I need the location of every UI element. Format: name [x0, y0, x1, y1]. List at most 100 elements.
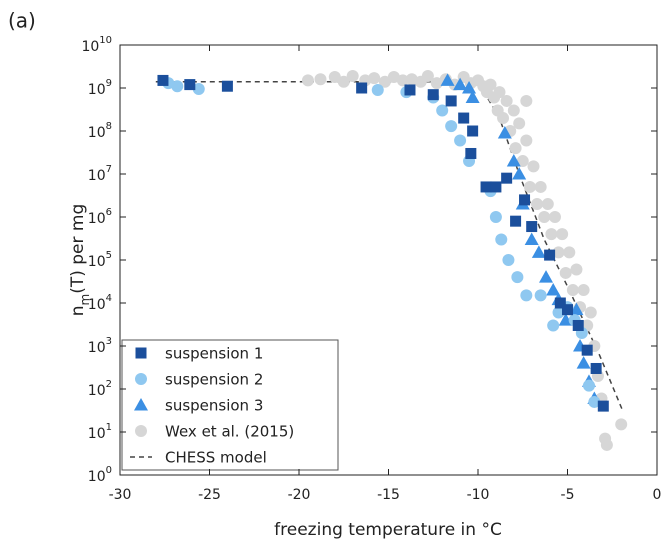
circle-marker — [523, 180, 536, 193]
circle-marker — [582, 379, 595, 392]
square-marker — [467, 125, 479, 137]
circle-marker — [301, 74, 314, 87]
circle-marker — [556, 228, 569, 241]
y-tick-label: 106 — [88, 207, 112, 227]
circle-marker — [337, 75, 350, 88]
circle-marker — [328, 71, 341, 84]
y-tick-base: 10 — [88, 469, 106, 485]
legend-label: CHESS model — [165, 449, 267, 467]
circle-marker — [615, 418, 628, 431]
panel-label: (a) — [8, 9, 36, 33]
circle-marker — [502, 254, 515, 266]
circle-marker — [314, 73, 327, 86]
circle-marker — [346, 70, 359, 83]
x-axis-label: freezing temperature in °C — [274, 520, 502, 540]
circle-marker — [454, 134, 467, 147]
legend-marker — [135, 425, 147, 437]
circle-marker — [493, 86, 506, 99]
triangle-marker — [546, 283, 561, 296]
circle-marker — [552, 306, 565, 319]
x-tick-label: -25 — [198, 487, 221, 503]
y-tick-exponent: 8 — [106, 121, 112, 132]
y-tick-base: 10 — [88, 168, 106, 184]
triangle-marker — [576, 356, 591, 369]
square-marker — [480, 181, 492, 193]
square-marker — [157, 74, 169, 86]
circle-marker — [534, 289, 547, 302]
legend-marker — [135, 347, 147, 359]
circle-marker — [566, 284, 579, 297]
square-marker — [562, 304, 573, 316]
circle-marker — [545, 228, 558, 241]
circle-marker — [570, 263, 583, 276]
triangle-marker — [539, 270, 554, 283]
y-tick-label: 105 — [88, 250, 112, 270]
square-marker — [554, 297, 566, 309]
circle-marker — [559, 266, 572, 279]
x-tick-label: -30 — [109, 487, 132, 503]
square-marker — [404, 84, 416, 96]
y-tick-base: 10 — [88, 254, 106, 270]
y-axis-label: nm(T) per mg — [68, 204, 92, 317]
legend-marker — [134, 398, 148, 411]
circle-marker — [396, 74, 409, 87]
y-tick-base: 10 — [88, 211, 106, 227]
y-tick-label: 107 — [88, 164, 112, 184]
y-tick-exponent: 0 — [106, 465, 112, 476]
circle-marker — [588, 395, 601, 408]
circle-marker — [430, 77, 443, 90]
x-tick-label: -15 — [377, 487, 400, 503]
square-marker — [445, 95, 457, 107]
circle-marker — [527, 160, 540, 173]
y-tick-exponent: 5 — [106, 250, 112, 261]
y-tick-base: 10 — [88, 125, 106, 141]
circle-marker — [509, 142, 522, 155]
circle-marker — [516, 155, 529, 168]
circle-marker — [511, 271, 524, 284]
triangle-marker — [497, 125, 512, 139]
y-tick-exponent: 4 — [106, 293, 112, 304]
legend-label: suspension 1 — [165, 345, 263, 363]
y-tick-base: 10 — [88, 383, 106, 399]
circle-marker — [563, 246, 576, 259]
circle-marker — [378, 75, 391, 88]
legend-label: suspension 2 — [165, 371, 263, 389]
square-marker — [519, 194, 531, 206]
y-tick-label: 102 — [88, 379, 112, 399]
square-marker — [510, 215, 522, 227]
circle-marker — [520, 289, 533, 302]
circle-marker — [531, 198, 544, 211]
circle-marker — [192, 82, 205, 95]
y-tick-exponent: 2 — [106, 379, 112, 390]
triangle-marker — [512, 167, 527, 180]
triangle-marker — [506, 154, 521, 167]
triangle-marker — [453, 77, 468, 91]
circle-marker — [436, 104, 449, 117]
y-tick-label: 100 — [88, 465, 112, 485]
circle-marker — [507, 104, 520, 117]
square-marker — [501, 172, 513, 184]
circle-marker — [497, 112, 510, 125]
legend-label: suspension 3 — [165, 397, 263, 415]
triangle-marker — [531, 245, 546, 258]
y-tick-label: 103 — [88, 336, 112, 356]
y-label-subscript: m — [78, 294, 92, 306]
circle-marker — [520, 94, 533, 107]
y-label-base: n — [68, 305, 88, 316]
y-tick-exponent: 3 — [106, 336, 112, 347]
square-marker — [572, 319, 584, 331]
circle-marker — [538, 211, 551, 223]
circle-marker — [421, 70, 434, 83]
y-tick-label: 108 — [88, 121, 112, 141]
y-tick-base: 10 — [88, 82, 106, 98]
circle-marker — [371, 83, 384, 96]
y-tick-base: 10 — [88, 340, 106, 356]
x-tick-label: -20 — [288, 487, 311, 503]
circle-marker — [548, 211, 561, 223]
y-tick-exponent: 1 — [106, 422, 112, 433]
circle-marker — [445, 120, 458, 133]
square-marker — [356, 82, 368, 94]
y-tick-label: 101 — [88, 422, 112, 442]
circle-marker — [541, 198, 554, 211]
